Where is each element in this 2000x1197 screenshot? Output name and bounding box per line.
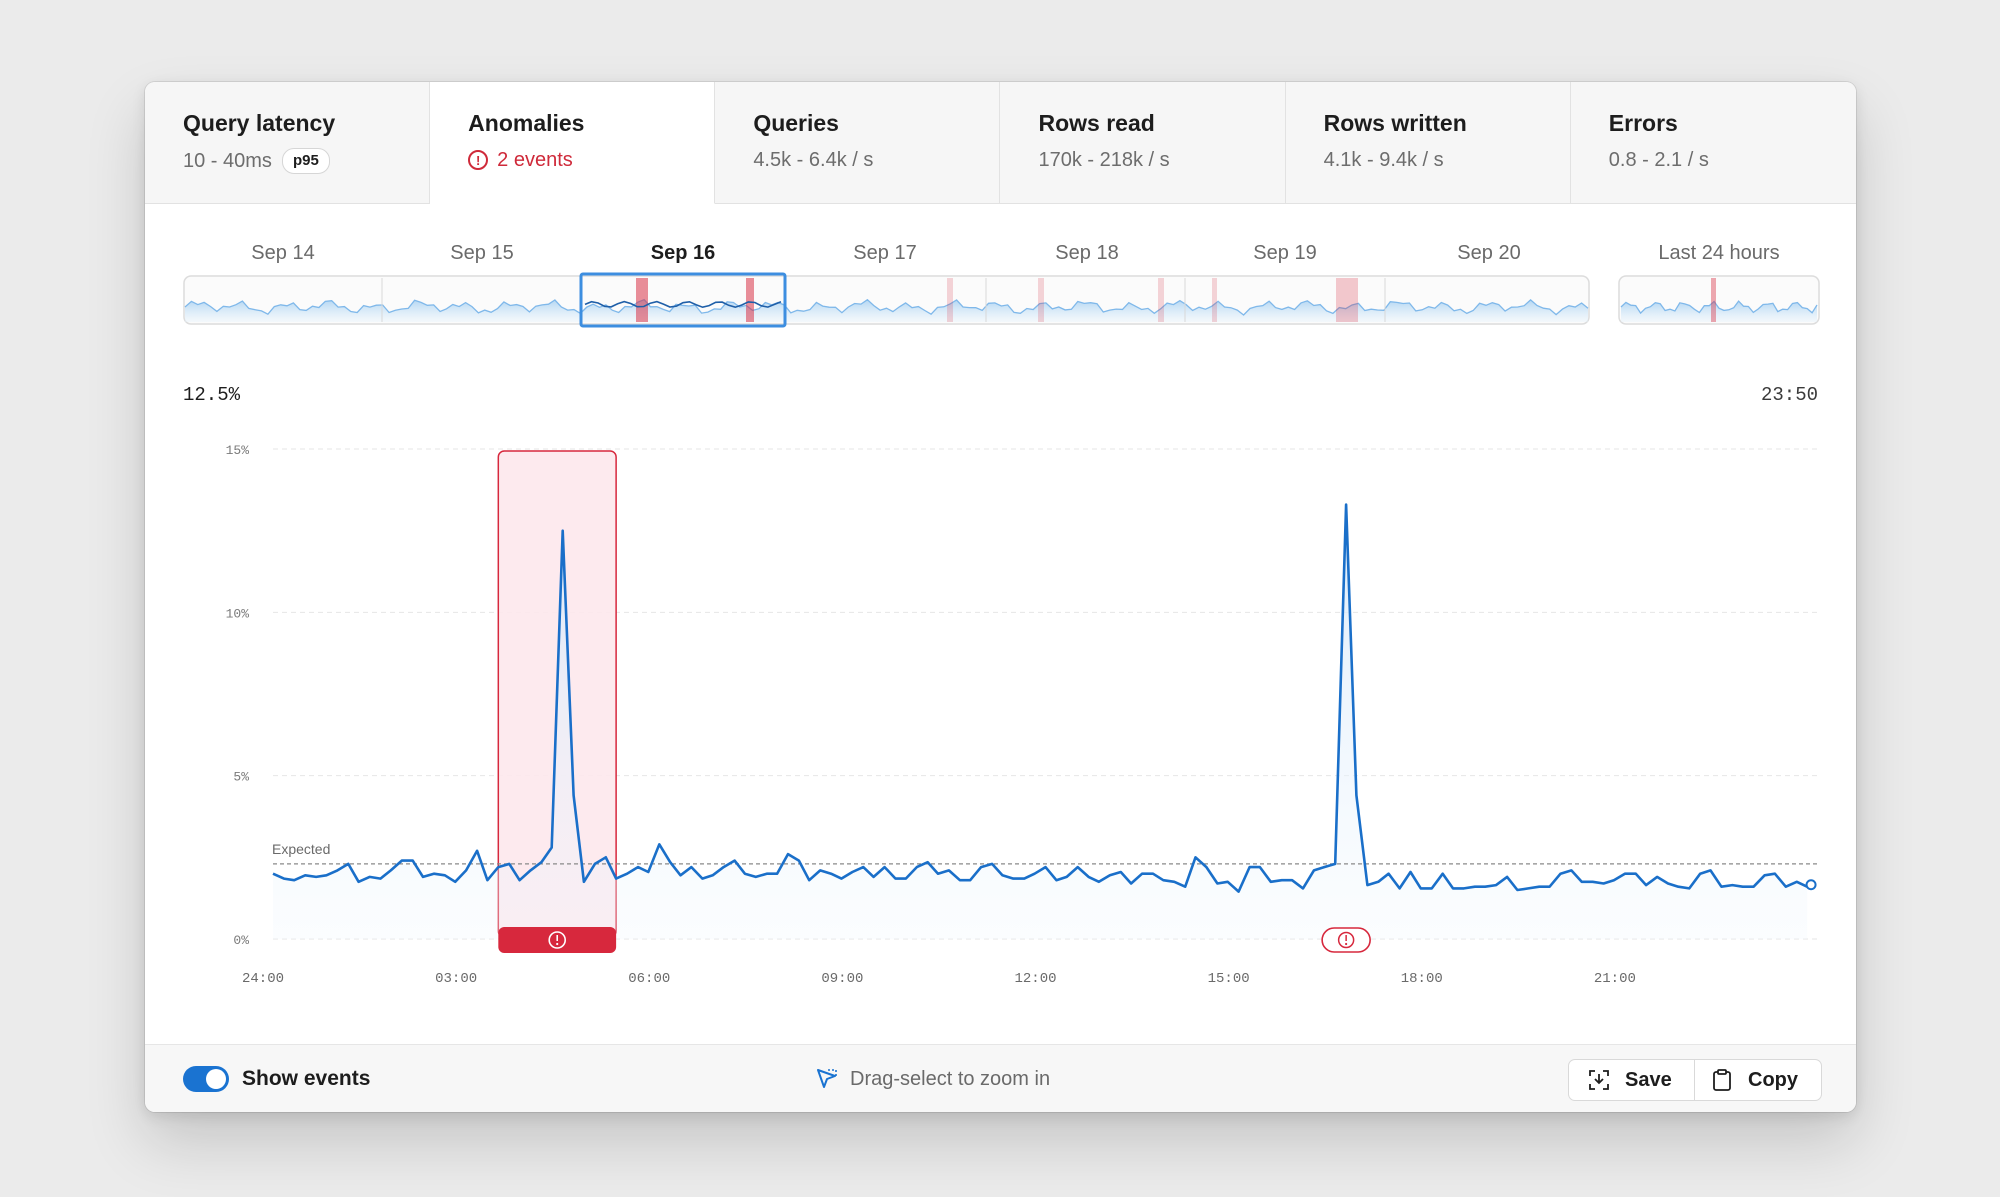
selected-day-line (584, 300, 782, 309)
tab-subtitle: 10 - 40ms (183, 150, 272, 172)
tab-title: Rows read (1038, 110, 1155, 136)
tab-queries[interactable]: Queries 4.5k - 6.4k / s (715, 82, 1001, 204)
tab-rows-written[interactable]: Rows written 4.1k - 9.4k / s (1285, 82, 1571, 204)
tab-title: Queries (753, 110, 839, 136)
tab-subtitle: 2 events (497, 149, 573, 171)
show-events-toggle[interactable] (183, 1066, 229, 1092)
series-line (272, 503, 1808, 893)
cursor-value: 12.5% (183, 384, 241, 406)
last24-line (1620, 300, 1818, 315)
day-label-sep18[interactable]: Sep 18 (1055, 242, 1119, 264)
day-label-sep14[interactable]: Sep 14 (251, 242, 315, 264)
cursor-time: 23:50 (1760, 384, 1818, 406)
zoom-hint: Drag-select to zoom in (817, 1068, 1051, 1091)
zoom-hint-text: Drag-select to zoom in (850, 1068, 1051, 1090)
save-button[interactable]: Save (1569, 1060, 1695, 1100)
overview-anomaly-band (1336, 278, 1358, 322)
overview-area (185, 299, 1588, 322)
alert-icon-dot (1345, 942, 1348, 946)
overview-anomaly-band (1158, 278, 1164, 322)
overview-strip[interactable] (145, 82, 1856, 342)
tab-subtitle: 170k - 218k / s (1038, 149, 1170, 171)
tab-title: Anomalies (468, 110, 585, 136)
save-image-icon (1589, 1070, 1609, 1090)
day-label-sep17[interactable]: Sep 17 (853, 242, 917, 264)
day-label-sep20[interactable]: Sep 20 (1457, 242, 1521, 264)
x-tick-label: 06:00 (628, 971, 670, 987)
tab-errors[interactable]: Errors 0.8 - 2.1 / s (1570, 82, 1856, 204)
percentile-badge: p95 (281, 148, 330, 174)
x-tick-label: 24:00 (242, 971, 284, 987)
save-button-label: Save (1625, 1068, 1672, 1091)
x-tick-label: 12:00 (1014, 971, 1056, 987)
expected-label: Expected (272, 841, 330, 857)
y-tick-label: 10% (226, 606, 250, 621)
overview-line (184, 298, 1589, 316)
tab-anomalies[interactable]: Anomalies ! 2 events (430, 82, 716, 204)
x-tick-label: 03:00 (435, 971, 477, 987)
tab-rows-read[interactable]: Rows read 170k - 218k / s (1000, 82, 1286, 204)
series-area (273, 504, 1808, 939)
toggle-knob (206, 1069, 226, 1089)
overview-anomaly-band (746, 278, 754, 322)
last24-area (1621, 301, 1817, 322)
overview-anomaly-band (947, 278, 953, 322)
anomaly-line-chart[interactable]: 0% 5% 10% 15% 24:00 03:00 06:00 09:00 12:00 15:00… (145, 82, 1856, 1042)
tab-subtitle: 0.8 - 2.1 / s (1608, 149, 1709, 171)
y-tick-label: 5% (233, 770, 249, 785)
chart-footer: Show events Drag-select to zoom in Save (145, 1044, 1856, 1112)
alert-icon (548, 931, 567, 949)
last24-anomaly-band (1711, 278, 1716, 322)
alert-icon-dot (556, 942, 559, 946)
tab-title: Errors (1608, 110, 1678, 136)
x-tick-label: 15:00 (1208, 971, 1250, 987)
cursor-select-icon (817, 1069, 837, 1088)
overview-anomaly-band (1038, 278, 1044, 322)
tab-subtitle: 4.5k - 6.4k / s (753, 149, 874, 171)
day-label-sep16[interactable]: Sep 16 (650, 242, 716, 264)
copy-button[interactable]: Copy (1695, 1060, 1821, 1100)
metric-tabs: Query latency 10 - 40ms p95 Anomalies ! … (145, 82, 1856, 204)
y-tick-label: 15% (226, 443, 250, 458)
tab-title: Query latency (183, 110, 336, 136)
clipboard-icon (1713, 1069, 1731, 1091)
x-tick-label: 09:00 (821, 971, 863, 987)
overview-anomaly-band (1212, 278, 1217, 322)
selected-day-window[interactable] (579, 272, 787, 328)
tab-title: Rows written (1323, 110, 1467, 136)
last-24-hours-label[interactable]: Last 24 hours (1658, 242, 1780, 264)
metrics-card: Query latency 10 - 40ms p95 Anomalies ! … (145, 82, 1856, 1112)
show-events-label: Show events (242, 1067, 371, 1090)
alert-icon: ! (468, 150, 489, 170)
alert-icon (1337, 931, 1355, 949)
copy-button-label: Copy (1748, 1068, 1798, 1091)
day-label-sep15[interactable]: Sep 15 (450, 242, 514, 264)
x-tick-label: 18:00 (1401, 971, 1443, 987)
y-tick-label: 0% (233, 933, 249, 948)
series-end-marker (1805, 879, 1817, 891)
x-tick-label: 21:00 (1594, 971, 1636, 987)
day-label-sep19[interactable]: Sep 19 (1253, 242, 1317, 264)
overview-anomaly-band (636, 278, 648, 322)
export-button-group: Save Copy (1568, 1059, 1822, 1101)
tab-subtitle: 4.1k - 9.4k / s (1323, 149, 1444, 171)
tab-query-latency[interactable]: Query latency 10 - 40ms p95 (145, 82, 431, 204)
